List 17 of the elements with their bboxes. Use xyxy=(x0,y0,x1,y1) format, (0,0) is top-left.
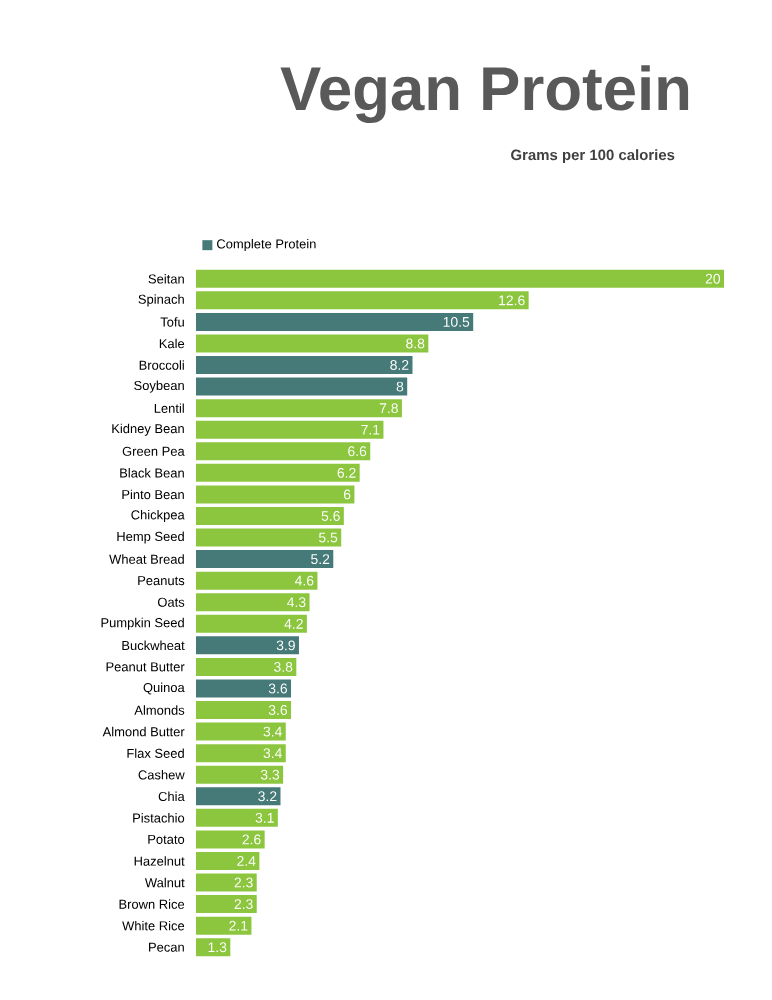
bar xyxy=(196,679,292,698)
bar xyxy=(196,528,342,547)
bar xyxy=(196,312,474,331)
bar xyxy=(196,765,284,784)
bar xyxy=(196,356,413,375)
chart-title: Vegan Protein xyxy=(280,65,689,124)
bar xyxy=(196,399,402,418)
bar xyxy=(196,701,292,720)
bar xyxy=(196,636,299,655)
bar xyxy=(196,334,429,353)
bar xyxy=(196,851,260,870)
bar xyxy=(196,657,297,676)
bar xyxy=(196,550,334,569)
bar xyxy=(196,614,307,633)
bar xyxy=(196,787,281,806)
bar xyxy=(196,377,408,396)
bar xyxy=(196,506,344,525)
